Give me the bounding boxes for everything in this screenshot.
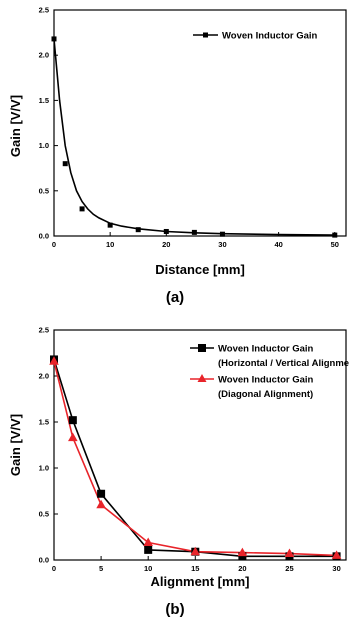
chart-a-points xyxy=(51,36,338,238)
chart-a-plot-border xyxy=(53,9,347,237)
chart-b-series-line-0 xyxy=(53,359,337,558)
chart-a-panel-label: (a) xyxy=(166,289,184,306)
chart-b-point-s1-6 xyxy=(284,548,295,558)
b-y-tick-label-5: 2.5 xyxy=(39,326,49,335)
chart-b-points xyxy=(49,355,342,561)
chart-b-series-line-1 xyxy=(53,361,337,557)
chart-a-point-8 xyxy=(332,232,338,238)
chart-a-legend: Woven Inductor Gain xyxy=(193,31,318,42)
chart-a-point-2 xyxy=(79,206,85,212)
chart-a-legend-marker xyxy=(203,32,208,38)
chart-b-series-lines xyxy=(53,359,337,558)
chart-a-legend-label: Woven Inductor Gain xyxy=(222,31,318,42)
a-x-tick-label-4: 40 xyxy=(274,240,282,249)
chart-b-point-s1-7 xyxy=(331,550,342,559)
chart-a-x-axis-title: Distance [mm] xyxy=(155,262,245,277)
b-x-tick-label-4: 20 xyxy=(238,564,246,573)
a-y-tick-label-1: 0.5 xyxy=(39,186,49,195)
a-y-tick-label-0: 0.0 xyxy=(39,232,49,241)
b-x-tick-label-3: 15 xyxy=(191,564,199,573)
chart-a: 0.0 0.5 1.0 1.5 2.0 2.5 0 10 20 30 40 50 Woven Ind… xyxy=(8,6,347,306)
chart-b-legend-marker-2 xyxy=(197,374,207,382)
a-x-tick-label-2: 20 xyxy=(162,240,170,249)
chart-a-point-7 xyxy=(219,231,225,237)
chart-b-point-s1-2 xyxy=(96,499,106,509)
chart-b-legend-marker-1 xyxy=(198,344,206,352)
chart-a-y-axis-title: Gain [V/V] xyxy=(8,95,23,157)
b-y-tick-label-3: 1.5 xyxy=(39,418,49,427)
b-x-tick-label-5: 25 xyxy=(285,564,293,573)
chart-a-frame xyxy=(53,9,347,237)
chart-a-point-4 xyxy=(135,227,141,233)
b-y-tick-label-1: 0.5 xyxy=(39,510,49,519)
chart-b-legend: Woven Inductor Gain (Horizontal / Vertic… xyxy=(190,344,349,400)
a-x-tick-label-5: 50 xyxy=(331,240,339,249)
chart-b-plot-border xyxy=(53,329,347,561)
chart-b-point-s0-1 xyxy=(68,416,77,425)
b-y-tick-label-0: 0.0 xyxy=(39,556,49,565)
chart-b-point-s1-0 xyxy=(49,356,59,365)
chart-b-frame xyxy=(53,329,347,561)
a-x-tick-label-0: 0 xyxy=(52,240,56,249)
a-y-tick-label-4: 2.0 xyxy=(39,51,49,60)
chart-a-fit-curve xyxy=(53,38,335,236)
chart-a-point-1 xyxy=(62,161,68,167)
chart-a-y-ticks: 0.0 0.5 1.0 1.5 2.0 2.5 xyxy=(39,6,58,241)
chart-b-x-ticks: 0 5 10 15 20 25 30 xyxy=(52,556,341,573)
chart-b-y-axis-title: Gain [V/V] xyxy=(8,414,23,476)
chart-b-legend-label-1: Woven Inductor Gain xyxy=(218,344,314,355)
b-x-tick-label-2: 10 xyxy=(144,564,152,573)
chart-b-point-s1-4 xyxy=(190,546,201,556)
chart-b-point-s0-2 xyxy=(97,489,106,498)
b-x-tick-label-1: 5 xyxy=(99,564,103,573)
chart-b-point-s1-1 xyxy=(68,432,78,442)
chart-b-point-s1-3 xyxy=(143,537,153,547)
chart-b-legend-label-2-line2: (Diagonal Alignment) xyxy=(218,389,313,400)
a-x-tick-label-1: 10 xyxy=(106,240,114,249)
b-x-tick-label-6: 30 xyxy=(332,564,340,573)
chart-a-point-0 xyxy=(51,36,57,42)
a-y-tick-label-2: 1.0 xyxy=(39,141,49,150)
a-x-tick-label-3: 30 xyxy=(218,240,226,249)
chart-a-point-5 xyxy=(163,228,169,234)
chart-b-point-s1-5 xyxy=(237,547,248,557)
chart-a-point-3 xyxy=(107,222,113,228)
b-x-tick-label-0: 0 xyxy=(52,564,56,573)
chart-a-fit-curve-path xyxy=(53,38,335,236)
chart-b-point-s0-3 xyxy=(144,545,153,554)
chart-b-x-axis-title: Alignment [mm] xyxy=(151,574,250,589)
chart-b-legend-label-1-line2: (Horizontal / Vertical Alignment xyxy=(218,358,349,369)
chart-b-point-s0-5 xyxy=(238,552,247,561)
chart-b-legend-label-2: Woven Inductor Gain xyxy=(218,375,314,386)
b-y-tick-label-2: 1.0 xyxy=(39,464,49,473)
a-y-tick-label-5: 2.5 xyxy=(39,6,49,15)
chart-a-point-6 xyxy=(191,229,197,235)
a-y-tick-label-3: 1.5 xyxy=(39,96,49,105)
chart-b-panel-label: (b) xyxy=(165,601,184,618)
chart-b: 0.0 0.5 1.0 1.5 2.0 2.5 0 5 10 15 20 25 30 Woven In… xyxy=(8,326,349,619)
b-y-tick-label-4: 2.0 xyxy=(39,372,49,381)
